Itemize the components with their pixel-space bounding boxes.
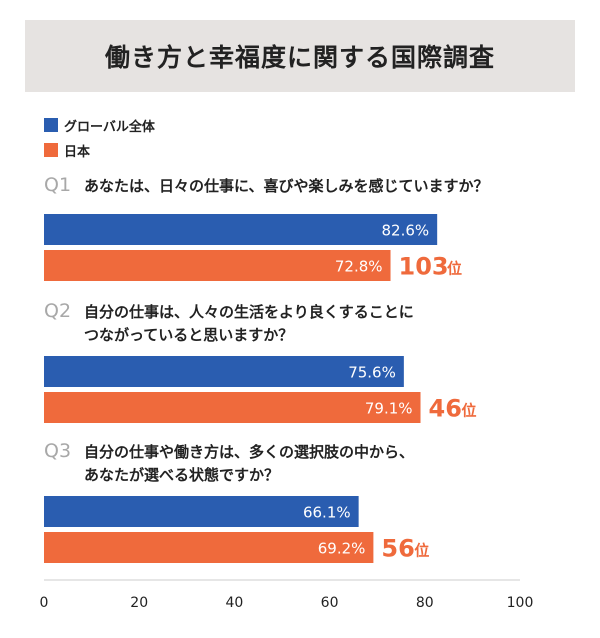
question-2-text-line: つながっていると思いますか？ [84, 326, 294, 344]
legend-item-global: グローバル全体 [44, 114, 155, 136]
question-1-text: あなたは、日々の仕事に、喜びや楽しみを感じていますか？ [84, 175, 489, 198]
bar-q3-global [44, 496, 359, 527]
question-3-text-line: あなたが選べる状態ですか？ [84, 466, 280, 484]
rank-number: 56 [381, 535, 414, 563]
bar-value-label: 75.6% [348, 364, 396, 382]
rank-suffix: 位 [462, 402, 477, 420]
x-tick-label: 0 [40, 595, 49, 611]
legend-label-global: グローバル全体 [64, 119, 155, 135]
x-tick-label: 60 [321, 595, 339, 611]
question-1-number: Q1 [44, 174, 72, 196]
bar-value-label: 69.2% [318, 540, 366, 558]
rank-suffix: 位 [414, 542, 429, 560]
legend-label-japan: 日本 [64, 144, 91, 160]
x-tick-label: 100 [507, 595, 534, 611]
chart-title: 働き方と幸福度に関する国際調査 [104, 43, 495, 72]
question-3-text-line: 自分の仕事や働き方は、多くの選択肢の中から、 [84, 443, 415, 461]
bar-value-label: 79.1% [365, 400, 413, 418]
question-2-text: 自分の仕事は、人々の生活をより良くすることに つながっていると思いますか？ [84, 301, 414, 347]
bar-value-label: 66.1% [303, 504, 351, 522]
bar-q2-japan [44, 392, 421, 423]
question-3-text: 自分の仕事や働き方は、多くの選択肢の中から、 あなたが選べる状態ですか？ [84, 441, 414, 487]
bar-q3-japan [44, 532, 374, 563]
rank-suffix: 位 [447, 260, 462, 278]
question-1: Q1 あなたは、日々の仕事に、喜びや楽しみを感じていますか？ [44, 174, 584, 204]
bar-q1-japan [44, 250, 391, 281]
x-tick-label: 20 [130, 595, 148, 611]
title-banner: 働き方と幸福度に関する国際調査 [25, 20, 575, 92]
question-3: Q3 自分の仕事や働き方は、多くの選択肢の中から、 あなたが選べる状態ですか？ [44, 440, 584, 490]
question-3-number: Q3 [44, 440, 72, 462]
x-tick-label: 40 [225, 595, 243, 611]
bar-q1-global [44, 214, 438, 245]
bar-q2-global [44, 356, 404, 387]
question-2: Q2 自分の仕事は、人々の生活をより良くすることに つながっていると思いますか？ [44, 300, 584, 350]
rank-number: 46 [429, 395, 462, 423]
x-tick-label: 80 [416, 595, 434, 611]
bar-value-label: 82.6% [382, 222, 430, 240]
rank-number: 103 [399, 253, 449, 281]
legend-swatch-japan [44, 143, 58, 157]
bar-value-label: 72.8% [335, 258, 383, 276]
legend-swatch-global [44, 118, 58, 132]
legend-item-japan: 日本 [44, 139, 155, 161]
question-2-text-line: 自分の仕事は、人々の生活をより良くすることに [84, 303, 414, 321]
question-2-number: Q2 [44, 300, 72, 322]
legend: グローバル全体 日本 [44, 114, 155, 164]
question-1-text-line: あなたは、日々の仕事に、喜びや楽しみを感じていますか？ [84, 177, 489, 195]
